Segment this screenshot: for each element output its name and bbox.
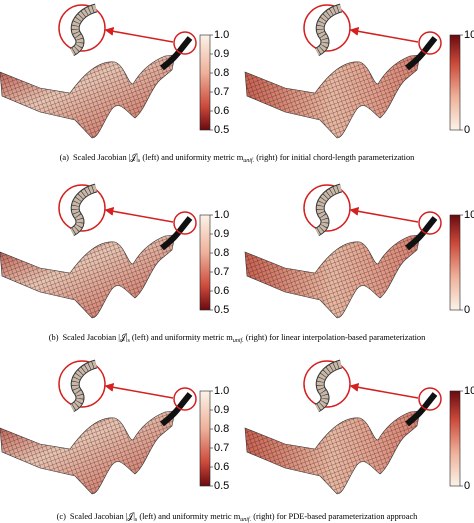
colorbar-tick-label: 0.7 xyxy=(214,442,229,454)
curve-tail xyxy=(160,216,193,251)
caption-label: (b) xyxy=(49,333,59,342)
inset-strip-fill xyxy=(70,4,98,56)
inset xyxy=(58,184,106,232)
colorbar-tick-label: 0.5 xyxy=(214,304,229,316)
zoom-arrow xyxy=(104,206,174,223)
colorbar xyxy=(449,390,461,487)
surface-plot xyxy=(0,3,197,139)
inset-strip-fill xyxy=(70,184,98,236)
zoom-circle xyxy=(418,211,442,235)
inset xyxy=(303,184,351,232)
curve-tail xyxy=(160,392,193,427)
caption-sub1: s xyxy=(127,338,130,344)
colorbar xyxy=(199,214,211,311)
zoom-arrow xyxy=(349,382,419,399)
surface-mesh xyxy=(0,410,176,495)
surface-mesh xyxy=(244,234,421,319)
caption-sub1: s xyxy=(135,517,138,523)
curve-tail xyxy=(405,392,438,427)
zoom-arrow xyxy=(349,206,419,223)
colorbar-tick-label: 0 xyxy=(464,304,470,316)
colorbar xyxy=(449,214,461,311)
zoom-circle xyxy=(173,211,197,235)
inset xyxy=(303,360,351,408)
surface-mesh xyxy=(0,234,176,319)
zoom-circle xyxy=(173,31,197,55)
colorbar-tick-label: 1.0 xyxy=(214,209,229,221)
panel-row: 1.0 0.9 0.8 0.7 0.6 0.5 10 0 xyxy=(0,183,474,319)
inset xyxy=(303,4,351,52)
colorbar-tick-label: 0.7 xyxy=(214,266,229,278)
surface-mesh xyxy=(0,54,176,139)
caption-sub2: unif. xyxy=(240,516,251,523)
caption-before: Scaled Jacobian |𝒥| xyxy=(62,333,127,342)
caption-after: (right) for PDE-based parameterization a… xyxy=(251,512,418,521)
curve-tail xyxy=(160,36,193,71)
caption: (a) Scaled Jacobian |𝒥|s (left) and unifo… xyxy=(60,153,416,164)
colorbar-tick-label: 0.6 xyxy=(214,105,229,117)
panel-row: 1.0 0.9 0.8 0.7 0.6 0.5 10 0 xyxy=(0,359,474,495)
zoom-arrow xyxy=(349,26,419,43)
caption-before: Scaled Jacobian |𝒥| xyxy=(70,512,135,521)
inset-strip-fill xyxy=(315,360,343,412)
colorbar-tick-label: 0.6 xyxy=(214,461,229,473)
caption-after: (right) for initial chord-length paramet… xyxy=(254,153,415,162)
colorbar-tick-label: 1.0 xyxy=(214,385,229,397)
zoom-circle xyxy=(418,31,442,55)
surface-mesh xyxy=(244,410,421,495)
caption-sub2: unif. xyxy=(243,157,254,164)
colorbar-tick-label: 0.8 xyxy=(214,67,229,79)
panel-row: 1.0 0.9 0.8 0.7 0.6 0.5 10 0 xyxy=(0,3,474,139)
zoom-arrow xyxy=(104,26,174,43)
colorbar-tick-label: 0.7 xyxy=(214,86,229,98)
colorbar xyxy=(449,34,461,131)
surface-plot xyxy=(244,359,442,495)
inset xyxy=(58,360,106,408)
colorbar-tick-label: 0.8 xyxy=(214,423,229,435)
caption-label: (a) xyxy=(60,153,70,162)
inset xyxy=(58,4,106,52)
colorbar xyxy=(199,390,211,487)
colorbar-tick-label: 0.9 xyxy=(214,48,229,60)
zoom-circle xyxy=(418,387,442,411)
caption-middle: (left) and uniformity metric m xyxy=(140,153,244,162)
curve-tail xyxy=(405,36,438,71)
surface-plot xyxy=(244,183,442,319)
caption-label: (c) xyxy=(57,512,67,521)
caption-middle: (left) and uniformity metric m xyxy=(137,512,241,521)
colorbar-tick-label: 0.6 xyxy=(214,285,229,297)
surface-mesh xyxy=(244,54,421,139)
colorbar-tick-label: 0 xyxy=(464,124,470,136)
colorbar-tick-label: 10 xyxy=(464,29,474,41)
colorbar-tick-label: 10 xyxy=(464,209,474,221)
colorbar-tick-label: 0.5 xyxy=(214,480,229,492)
curve-tail xyxy=(405,216,438,251)
caption: (c) Scaled Jacobian |𝒥|s (left) and unifo… xyxy=(57,512,419,523)
colorbar-tick-label: 0.8 xyxy=(214,247,229,259)
zoom-circle xyxy=(173,387,197,411)
surface-plot xyxy=(0,359,197,495)
caption-middle: (left) and uniformity metric m xyxy=(130,333,234,342)
caption: (b) Scaled Jacobian |𝒥|s (left) and unifo… xyxy=(49,333,426,344)
caption-after: (right) for linear interpolation-based p… xyxy=(244,333,426,342)
caption-sub1: s xyxy=(138,158,141,164)
zoom-arrow xyxy=(104,382,174,399)
inset-strip-fill xyxy=(315,4,343,56)
caption-before: Scaled Jacobian |𝒥| xyxy=(73,153,138,162)
colorbar-tick-label: 10 xyxy=(464,385,474,397)
colorbar-tick-label: 0.9 xyxy=(214,228,229,240)
surface-plot xyxy=(244,3,442,139)
inset-strip-fill xyxy=(315,184,343,236)
colorbar-tick-label: 0.9 xyxy=(214,404,229,416)
colorbar-tick-label: 0 xyxy=(464,480,470,492)
inset-strip-fill xyxy=(70,360,98,412)
surface-plot xyxy=(0,183,197,319)
colorbar-tick-label: 0.5 xyxy=(214,124,229,136)
colorbar xyxy=(199,34,211,131)
colorbar-tick-label: 1.0 xyxy=(214,29,229,41)
caption-sub2: unif. xyxy=(233,337,244,344)
